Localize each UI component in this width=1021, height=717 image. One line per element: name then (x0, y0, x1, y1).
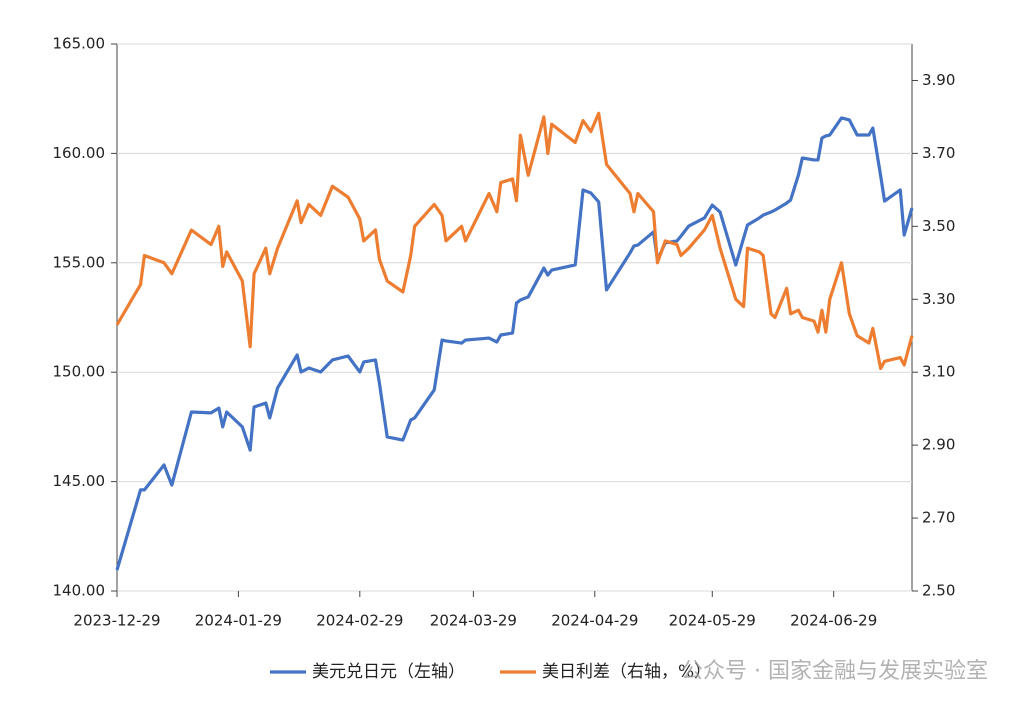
y-tick-label: 140.00 (53, 582, 106, 600)
series-line (115, 111, 914, 371)
y2-tick-label: 3.30 (922, 290, 955, 308)
y-tick-label: 165.00 (53, 35, 106, 53)
x-tick-label: 2024-06-29 (790, 612, 877, 630)
y-tick-label: 155.00 (53, 253, 106, 271)
y2-tick-label: 3.10 (922, 363, 955, 381)
x-tick-label: 2024-05-29 (669, 612, 756, 630)
y2-tick-label: 3.50 (922, 217, 955, 235)
x-tick-label: 2024-03-29 (430, 612, 517, 630)
watermark: 公众号 · 国家金融与发展实验室 (681, 659, 988, 684)
legend-label: 美元兑日元（左轴） (312, 662, 465, 682)
legend-label: 美日利差（右轴，%） (542, 662, 711, 682)
y2-tick-label: 2.70 (922, 509, 955, 527)
x-tick-label: 2024-01-29 (195, 612, 282, 630)
y-tick-label: 145.00 (53, 472, 106, 490)
x-tick-label: 2023-12-29 (73, 612, 160, 630)
x-tick-label: 2024-04-29 (551, 612, 638, 630)
y2-tick-label: 2.90 (922, 436, 955, 454)
y2-tick-label: 3.70 (922, 144, 955, 162)
y2-tick-label: 2.50 (922, 582, 955, 600)
y-tick-label: 150.00 (53, 363, 106, 381)
y-tick-label: 160.00 (53, 144, 106, 162)
x-tick-label: 2024-02-29 (316, 612, 403, 630)
series-line (115, 116, 914, 571)
y2-tick-label: 3.90 (922, 71, 955, 89)
